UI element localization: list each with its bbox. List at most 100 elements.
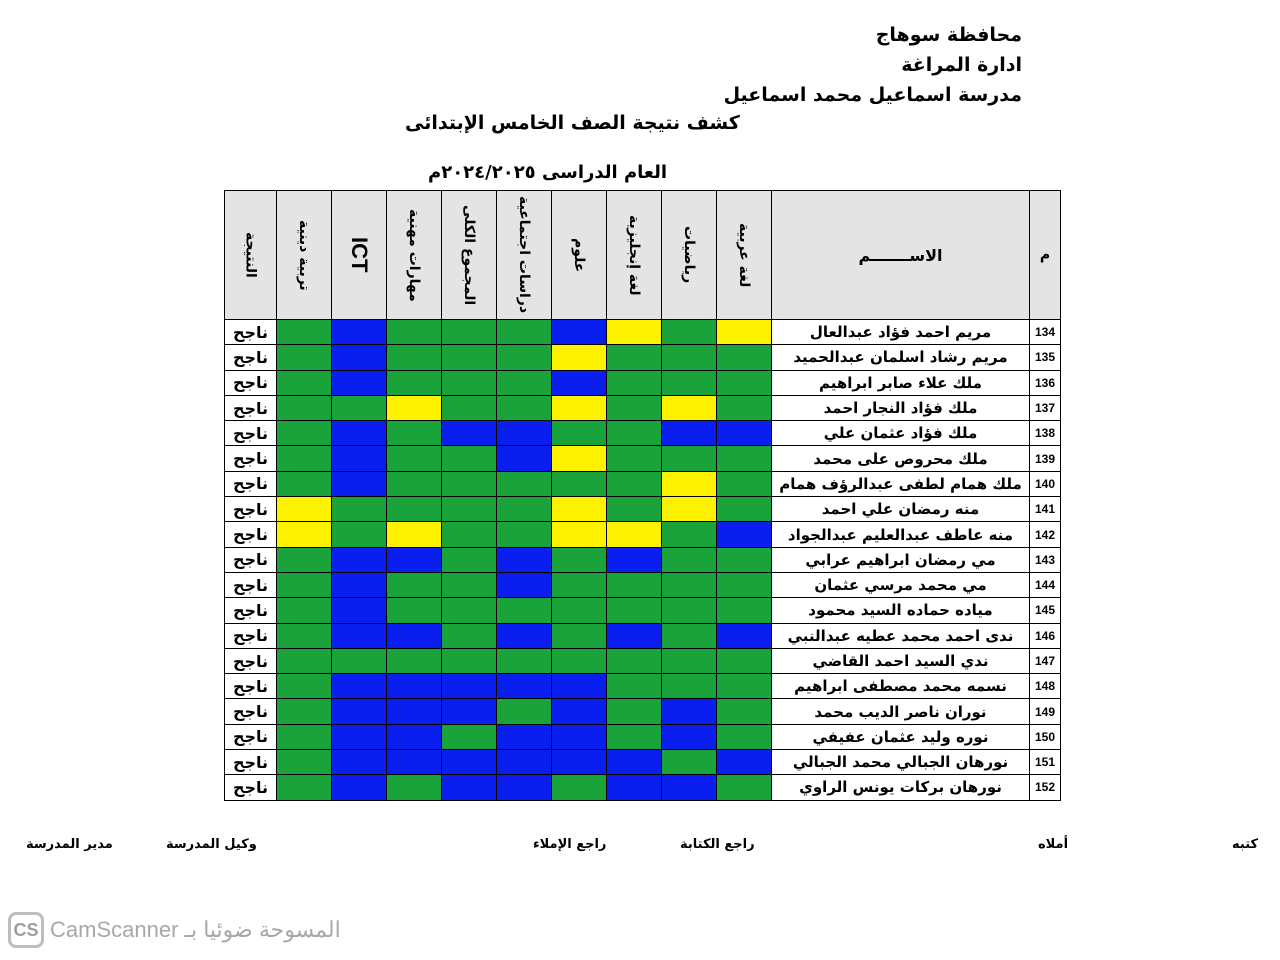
grade-cell-english <box>606 749 662 776</box>
grade-cell-math <box>661 723 717 751</box>
grade-cell-ict <box>331 496 387 523</box>
student-number: 149 <box>1029 698 1061 725</box>
student-number: 135 <box>1029 344 1061 371</box>
header-row: النتيجة تربية دينية ICT مهارات مهنية الم… <box>224 190 1061 320</box>
grade-cell-english <box>606 470 662 498</box>
school-label: مدرسة اسماعيل محمد اسماعيل <box>723 84 1022 106</box>
grade-cell-vocational <box>386 698 442 725</box>
grade-cell-total <box>441 470 497 498</box>
result-cell: ناجح <box>224 571 277 599</box>
grade-cell-ict <box>331 521 387 548</box>
table-row: ناجح ملك فؤاد عثمان علي 138 <box>224 420 1061 447</box>
grade-cell-religion <box>276 673 332 700</box>
student-name: منه عاطف عبدالعليم عبدالجواد <box>771 521 1030 548</box>
grade-cell-total <box>441 394 497 422</box>
grade-cell-total <box>441 521 497 548</box>
grade-cell-social <box>496 673 552 700</box>
grade-cell-arabic <box>716 369 772 396</box>
table-row: ناجح ملك همام لطفى عبدالرؤف همام 140 <box>224 470 1061 498</box>
grade-cell-total <box>441 597 497 624</box>
grade-cell-arabic <box>716 698 772 725</box>
result-cell: ناجح <box>224 318 277 346</box>
student-number: 137 <box>1029 394 1061 422</box>
grade-cell-vocational <box>386 470 442 498</box>
result-cell: ناجح <box>224 445 277 472</box>
student-number: 145 <box>1029 597 1061 624</box>
signature-wakeel: وكيل المدرسة <box>166 837 257 852</box>
col-head-result: النتيجة <box>224 190 277 320</box>
grade-cell-arabic <box>716 774 772 801</box>
result-cell: ناجح <box>224 597 277 624</box>
grade-cell-total <box>441 318 497 346</box>
result-cell: ناجح <box>224 749 277 776</box>
grade-cell-total <box>441 420 497 447</box>
table-row: ناجح منه رمضان علي احمد 141 <box>224 496 1061 523</box>
grade-cell-religion <box>276 344 332 371</box>
grade-cell-math <box>661 647 717 675</box>
student-number: 144 <box>1029 571 1061 599</box>
grade-cell-arabic <box>716 344 772 371</box>
result-cell: ناجح <box>224 420 277 447</box>
grade-cell-science <box>551 571 607 599</box>
grade-cell-social <box>496 470 552 498</box>
grade-cell-science <box>551 673 607 700</box>
grade-cell-ict <box>331 344 387 371</box>
grade-cell-arabic <box>716 496 772 523</box>
col-head-name: الاســـــــم <box>771 190 1030 320</box>
student-name: ملك علاء صابر ابراهيم <box>771 369 1030 396</box>
grade-cell-science <box>551 344 607 371</box>
result-cell: ناجح <box>224 622 277 649</box>
grade-cell-math <box>661 496 717 523</box>
result-cell: ناجح <box>224 394 277 422</box>
grade-cell-religion <box>276 496 332 523</box>
grade-cell-english <box>606 622 662 649</box>
student-number: 134 <box>1029 318 1061 346</box>
grade-cell-science <box>551 749 607 776</box>
grade-cell-ict <box>331 647 387 675</box>
grade-cell-vocational <box>386 369 442 396</box>
grade-cell-english <box>606 445 662 472</box>
grade-cell-ict <box>331 318 387 346</box>
grade-cell-religion <box>276 647 332 675</box>
student-number: 143 <box>1029 546 1061 573</box>
grade-cell-religion <box>276 420 332 447</box>
grade-cell-english <box>606 647 662 675</box>
grade-cell-arabic <box>716 420 772 447</box>
grade-cell-english <box>606 597 662 624</box>
student-name: ملك محروص على محمد <box>771 445 1030 472</box>
grade-cell-religion <box>276 369 332 396</box>
student-name: نوران ناصر الديب محمد <box>771 698 1030 725</box>
col-head-arabic: لغة عربية <box>716 190 772 320</box>
grade-cell-english <box>606 394 662 422</box>
grade-cell-science <box>551 546 607 573</box>
grade-cell-science <box>551 318 607 346</box>
grade-cell-math <box>661 571 717 599</box>
table-row: ناجح ندي السيد احمد القاضي 147 <box>224 647 1061 675</box>
col-head-religion: تربية دينية <box>276 190 332 320</box>
grade-cell-science <box>551 647 607 675</box>
grade-cell-ict <box>331 749 387 776</box>
table-row: ناجح ملك علاء صابر ابراهيم 136 <box>224 369 1061 396</box>
grade-cell-math <box>661 420 717 447</box>
student-number: 138 <box>1029 420 1061 447</box>
student-name: مريم رشاد اسلمان عبدالحميد <box>771 344 1030 371</box>
grade-cell-arabic <box>716 673 772 700</box>
grade-cell-vocational <box>386 723 442 751</box>
grade-cell-science <box>551 521 607 548</box>
grade-cell-social <box>496 774 552 801</box>
student-name: منه رمضان علي احمد <box>771 496 1030 523</box>
grade-cell-science <box>551 369 607 396</box>
table-row: ناجح مريم احمد فؤاد عبدالعال 134 <box>224 318 1061 346</box>
student-name: نوره وليد عثمان عفيفي <box>771 723 1030 751</box>
grade-cell-total <box>441 546 497 573</box>
student-name: ندى احمد محمد عطيه عبدالنبي <box>771 622 1030 649</box>
student-number: 151 <box>1029 749 1061 776</box>
grade-cell-english <box>606 496 662 523</box>
table-row: ناجح مي محمد مرسي عثمان 144 <box>224 571 1061 599</box>
grade-cell-math <box>661 673 717 700</box>
signature-raje-kitabah: راجع الكتابة <box>680 837 755 852</box>
grade-cell-vocational <box>386 647 442 675</box>
student-number: 141 <box>1029 496 1061 523</box>
student-number: 136 <box>1029 369 1061 396</box>
grade-cell-religion <box>276 597 332 624</box>
